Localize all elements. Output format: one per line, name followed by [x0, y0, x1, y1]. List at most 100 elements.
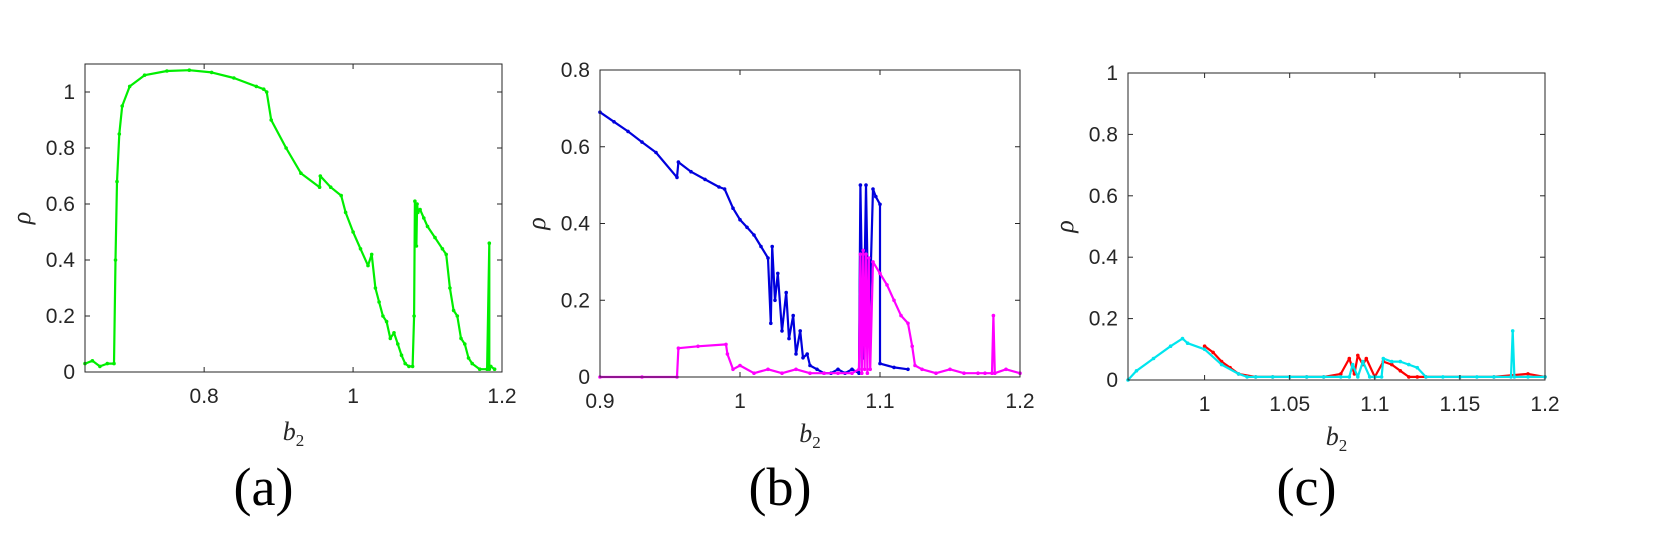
data-point — [117, 132, 122, 136]
y-tick-label: 0.4 — [1089, 246, 1119, 269]
data-point — [878, 361, 882, 366]
data-point — [1236, 372, 1241, 376]
x-tick-label: 1.2 — [1005, 390, 1034, 413]
data-point — [388, 336, 393, 341]
data-point — [766, 256, 770, 260]
x-tick-label: 1.1 — [1360, 393, 1389, 416]
data-point — [1364, 356, 1369, 361]
data-point — [1339, 372, 1343, 376]
data-point — [1270, 375, 1275, 379]
data-point — [399, 353, 404, 358]
series-line — [1203, 345, 1546, 378]
data-point — [1407, 375, 1411, 379]
data-point — [232, 76, 236, 80]
y-tick-label: 0.4 — [561, 213, 591, 236]
panel-caption: (c) — [1277, 457, 1337, 517]
data-point — [731, 367, 735, 372]
data-point — [366, 263, 370, 268]
data-point — [451, 308, 456, 313]
data-point — [858, 183, 863, 187]
data-point — [808, 371, 812, 376]
data-point — [1415, 375, 1420, 379]
data-point — [410, 364, 415, 369]
x-axis-label-subscript: 2 — [812, 433, 821, 452]
data-point — [412, 314, 416, 318]
data-point — [433, 235, 437, 240]
data-point — [489, 364, 493, 369]
x-tick-label: 1.05 — [1269, 393, 1310, 416]
data-point — [780, 371, 784, 376]
data-point — [689, 169, 693, 174]
data-point — [1424, 375, 1428, 379]
data-point — [850, 367, 854, 372]
panel-b: 0.9 1 1.1 1.2 0 0.2 0.4 0.6 0.8 b2 ρ (b) — [522, 59, 1035, 517]
data-point — [745, 225, 749, 230]
data-point — [857, 367, 861, 372]
data-point — [920, 367, 924, 372]
data-point — [759, 244, 763, 249]
data-point — [885, 283, 889, 287]
data-point — [794, 367, 798, 372]
data-point — [1356, 353, 1360, 358]
data-point — [864, 183, 868, 187]
data-point — [626, 129, 630, 134]
data-point — [209, 70, 214, 75]
data-point — [1390, 362, 1394, 367]
data-point — [1253, 375, 1258, 379]
data-point — [1339, 375, 1343, 379]
data-point — [403, 361, 408, 366]
data-point — [1415, 365, 1420, 370]
y-tick-label: 0.2 — [561, 289, 590, 312]
data-point — [836, 367, 840, 372]
data-point — [784, 290, 788, 295]
data-point — [1168, 344, 1173, 349]
data-point — [351, 230, 355, 234]
data-point — [805, 352, 809, 356]
y-axis-label: ρ — [7, 212, 36, 225]
data-point — [343, 210, 348, 215]
data-point — [358, 247, 363, 251]
y-tick-label: 0.2 — [1089, 308, 1118, 331]
y-tick-label: 0.4 — [46, 249, 76, 272]
x-tick-label: 1 — [347, 385, 359, 408]
data-point — [1398, 359, 1403, 364]
data-point — [1526, 375, 1530, 379]
data-point — [284, 146, 288, 150]
data-point — [858, 252, 863, 256]
data-point — [865, 371, 870, 376]
data-point — [459, 336, 463, 341]
data-point — [407, 364, 411, 369]
data-point — [317, 185, 322, 189]
data-point — [864, 252, 868, 256]
data-point — [676, 160, 681, 164]
y-tick-label: 0.8 — [46, 137, 75, 160]
data-point — [850, 371, 854, 376]
data-point — [808, 363, 812, 368]
data-point — [269, 118, 274, 122]
data-point — [466, 356, 471, 360]
data-point — [993, 371, 997, 376]
x-tick-label: 1 — [1199, 393, 1211, 416]
data-point — [1185, 341, 1190, 346]
x-axis-label: b2 — [1326, 422, 1348, 455]
x-axis-label: b2 — [283, 417, 305, 450]
data-point — [1379, 375, 1384, 379]
y-tick-label: 0.2 — [46, 305, 75, 328]
data-point — [1004, 367, 1008, 372]
data-point — [722, 187, 727, 191]
data-point — [392, 331, 396, 335]
data-point — [1361, 359, 1365, 364]
data-point — [463, 342, 467, 346]
y-tick-label: 0.6 — [561, 136, 590, 159]
y-tick-label: 0.6 — [46, 193, 75, 216]
series-1 — [598, 248, 1022, 379]
data-point — [892, 298, 896, 303]
x-tick-label: 1.1 — [865, 390, 894, 413]
y-tick-label: 0.8 — [1089, 123, 1118, 146]
data-point — [752, 371, 756, 376]
data-point — [448, 286, 452, 290]
panel-a: 0.8 1 1.2 0 0.2 0.4 0.6 0.8 1 b2 ρ (a) — [7, 63, 517, 517]
y-tick-label: 1 — [63, 81, 75, 104]
data-point — [416, 210, 420, 215]
data-point — [983, 371, 987, 376]
